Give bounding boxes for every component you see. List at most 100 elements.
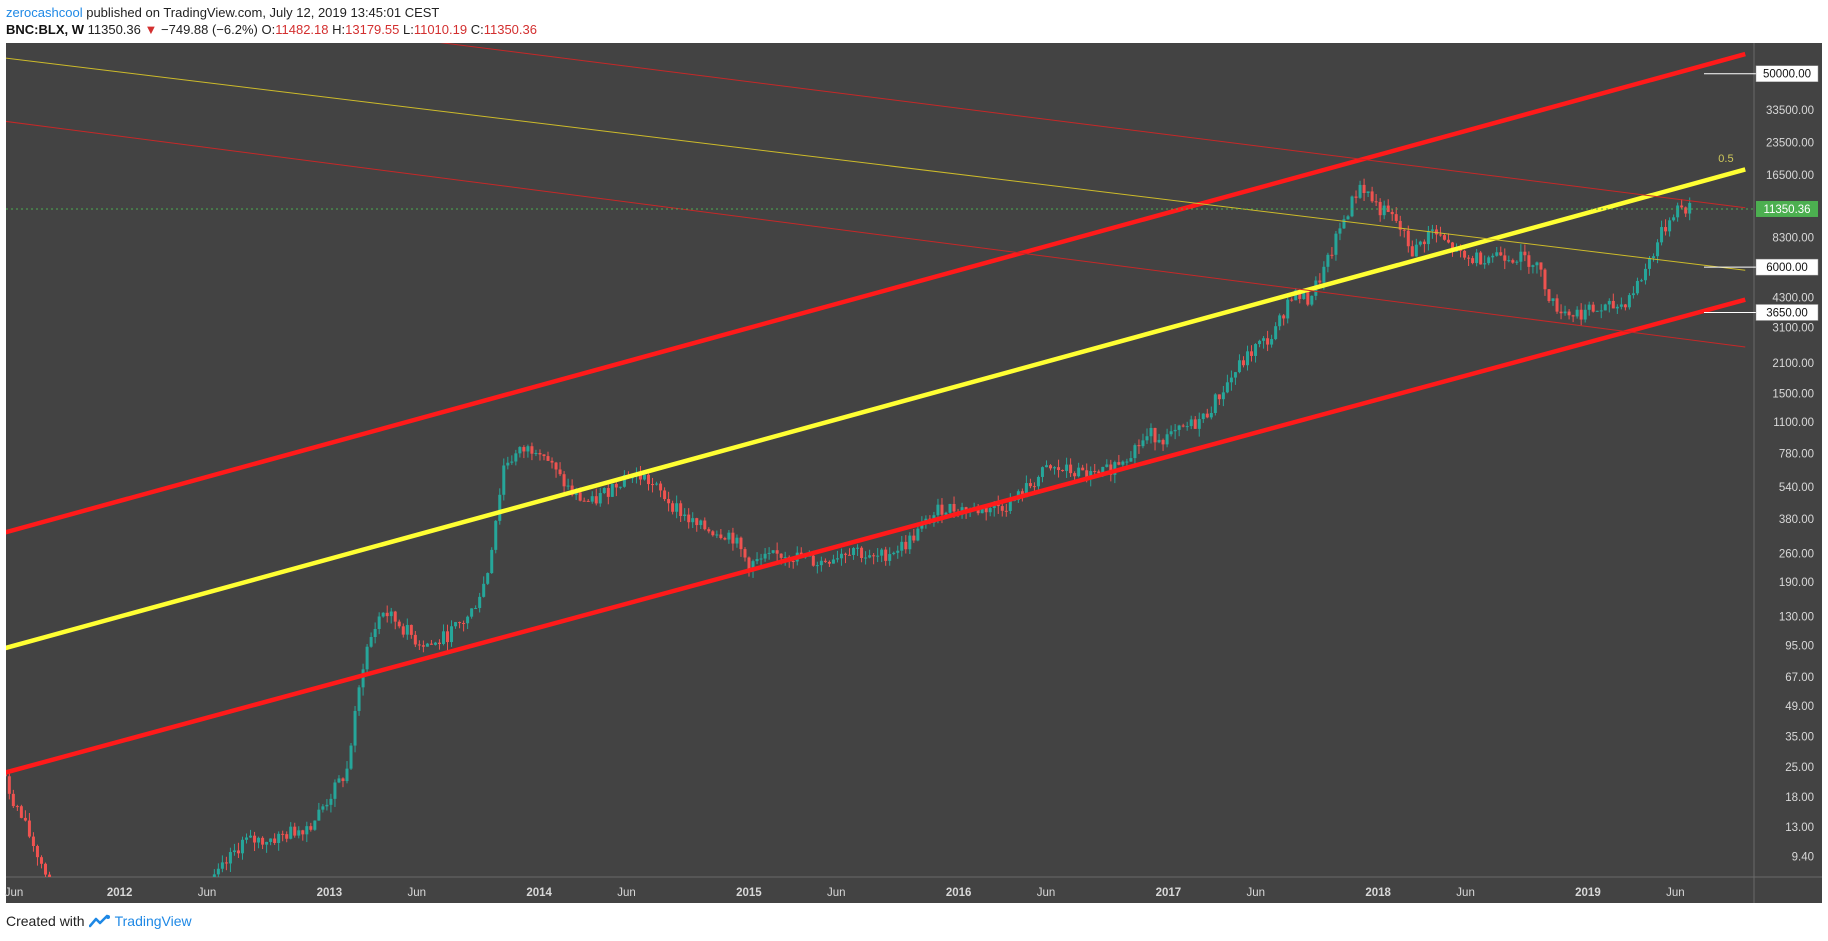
candle — [1205, 408, 1209, 419]
candle — [554, 461, 558, 478]
candle — [1635, 277, 1639, 296]
candle — [1623, 303, 1627, 311]
candle — [397, 619, 401, 629]
candle — [1157, 433, 1161, 444]
candle — [1145, 428, 1149, 444]
time-axis[interactable] — [6, 877, 1754, 903]
candle — [827, 560, 831, 567]
candle — [1326, 252, 1330, 273]
candle — [1173, 424, 1177, 440]
price-tick-label: 18.00 — [1785, 792, 1814, 804]
candle — [1346, 214, 1350, 220]
price-tick-label: 130.00 — [1779, 612, 1814, 624]
level-tag[interactable] — [1755, 258, 1819, 276]
candle — [1483, 255, 1487, 269]
candle — [232, 843, 236, 856]
candle — [1193, 416, 1197, 429]
candle — [1342, 215, 1346, 229]
candle — [1631, 286, 1635, 299]
upper-channel-line[interactable] — [0, 51, 1746, 535]
candle — [333, 779, 337, 807]
candle — [253, 831, 257, 852]
candle — [1378, 198, 1382, 222]
level-tag[interactable] — [1755, 304, 1819, 321]
candle — [1278, 313, 1282, 331]
candle — [261, 836, 265, 850]
candle — [441, 624, 445, 646]
candle — [843, 552, 847, 564]
candle — [393, 610, 397, 630]
candle — [1611, 293, 1615, 309]
candle — [1406, 225, 1410, 253]
high-label: H: — [332, 22, 346, 37]
price-tick-label: 25.00 — [1785, 762, 1814, 774]
candle — [494, 520, 498, 554]
price-tick-label: 13.00 — [1785, 822, 1814, 834]
candle — [1595, 310, 1599, 312]
footer: Created with TradingView — [6, 913, 192, 929]
candle — [747, 556, 751, 577]
candle — [486, 572, 490, 586]
price-axis[interactable] — [1754, 43, 1822, 903]
candle — [389, 607, 393, 624]
resistance-red-1-line[interactable] — [0, 0, 1746, 209]
candle — [691, 512, 695, 529]
candle — [361, 663, 365, 696]
candle — [249, 829, 253, 838]
tradingview-brand-link[interactable]: TradingView — [114, 913, 192, 929]
candle — [321, 804, 325, 813]
candle — [703, 517, 707, 531]
candle — [759, 553, 763, 566]
time-tick-label: 2016 — [946, 887, 972, 899]
candle — [1004, 503, 1008, 517]
candle — [23, 810, 27, 822]
resistance-red-2-line[interactable] — [0, 120, 1746, 348]
candle — [454, 621, 458, 629]
candle — [1684, 206, 1688, 218]
candle — [1676, 202, 1680, 222]
candle — [755, 552, 759, 565]
chart-header: zerocashcool published on TradingView.co… — [6, 4, 537, 38]
candle — [1032, 482, 1036, 492]
candle — [228, 847, 232, 872]
candle — [723, 536, 727, 541]
candle — [413, 631, 417, 648]
candle — [711, 530, 715, 537]
candle — [277, 831, 281, 851]
candle — [19, 804, 23, 819]
candle — [506, 456, 510, 470]
candle — [417, 640, 421, 651]
candle — [1189, 415, 1193, 430]
candle — [1422, 239, 1426, 253]
candle — [598, 487, 602, 507]
candle — [1499, 246, 1503, 257]
candle — [1250, 345, 1254, 362]
candle — [1664, 219, 1668, 236]
candle — [546, 451, 550, 462]
candle — [1535, 261, 1539, 274]
resistance-yellow-line[interactable] — [0, 57, 1746, 271]
candle — [988, 506, 992, 517]
middle-channel-line[interactable] — [0, 167, 1746, 651]
candle — [1438, 226, 1442, 237]
candle — [281, 830, 285, 842]
candle — [651, 477, 655, 493]
author-link[interactable]: zerocashcool — [6, 5, 83, 20]
candle — [582, 497, 586, 502]
candle — [530, 442, 534, 461]
candle — [876, 548, 880, 563]
plot-area[interactable] — [6, 43, 1754, 877]
candle — [1543, 268, 1547, 296]
candle — [683, 508, 687, 521]
level-tag[interactable] — [1755, 65, 1819, 82]
current-price-tag[interactable] — [1756, 200, 1818, 217]
price-tick-label: 540.00 — [1779, 482, 1814, 494]
low-label: L: — [402, 22, 414, 37]
time-ticks: Jun 2012 Jun 2013 Jun 2014 Jun 2015 Jun 2016 Jun 20… — [5, 887, 1685, 899]
candle — [1583, 304, 1587, 323]
price-tick-label: 3100.00 — [1772, 322, 1814, 334]
candle — [48, 871, 52, 877]
lower-channel-line[interactable] — [0, 297, 1746, 775]
candle — [1310, 295, 1314, 307]
